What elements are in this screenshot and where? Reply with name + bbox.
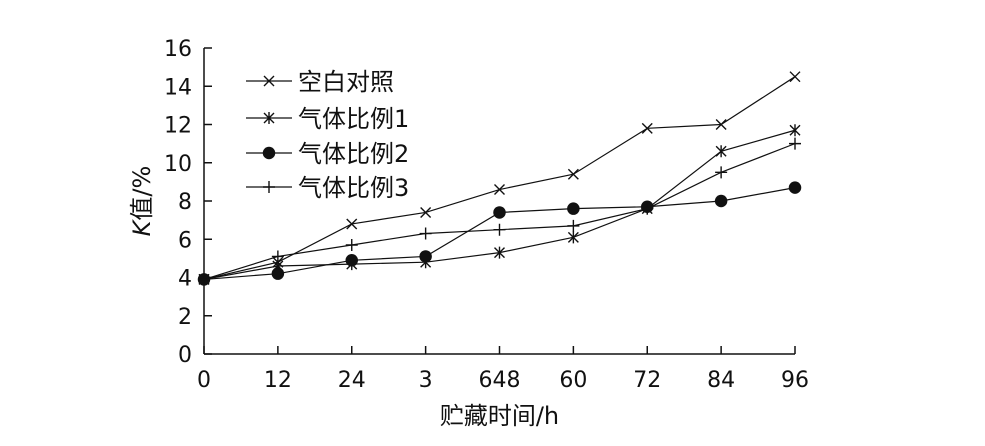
legend-item-3: 气体比例2 bbox=[246, 140, 409, 168]
x-tick-label: 60 bbox=[559, 368, 587, 393]
series-3-point bbox=[788, 181, 802, 194]
x-tick-label: 72 bbox=[633, 368, 661, 393]
series-2-point bbox=[715, 145, 727, 158]
series-layer bbox=[197, 71, 802, 286]
series-3-point bbox=[714, 194, 728, 208]
series-4-point bbox=[567, 219, 580, 232]
legend-label: 空白对照 bbox=[298, 68, 394, 96]
x-tick-label: 3 bbox=[419, 368, 433, 393]
series-4-point bbox=[715, 166, 728, 179]
series-4 bbox=[198, 137, 801, 286]
series-3-point bbox=[567, 202, 580, 215]
legend-label: 气体比例2 bbox=[298, 140, 409, 168]
x-axis-title: 贮藏时间/h bbox=[440, 402, 559, 430]
x-tick-label: 84 bbox=[707, 368, 735, 393]
series-1-point bbox=[789, 71, 801, 83]
series-3-point bbox=[493, 206, 506, 219]
series-1-point bbox=[641, 122, 653, 134]
series-4-point bbox=[641, 202, 654, 215]
x-tick-label: 24 bbox=[338, 368, 366, 393]
series-2-point bbox=[789, 124, 801, 137]
x-tick-label: 0 bbox=[197, 368, 211, 393]
y-tick-label: 4 bbox=[178, 267, 192, 292]
y-tick-label: 8 bbox=[178, 190, 192, 215]
legend-label: 气体比例3 bbox=[298, 174, 409, 202]
series-4-point bbox=[271, 250, 284, 263]
series-1-point bbox=[420, 206, 432, 218]
x-tick-label: 12 bbox=[264, 368, 292, 393]
y-tick-label: 0 bbox=[178, 343, 192, 368]
y-tick-label: 16 bbox=[164, 37, 192, 62]
series-2-point bbox=[567, 231, 579, 244]
legend-item-2: 气体比例1 bbox=[246, 105, 409, 133]
series-1-point bbox=[494, 184, 505, 196]
series-4-point bbox=[789, 137, 801, 150]
series-3-point bbox=[419, 250, 432, 263]
y-axis-title-rest: 值/% bbox=[128, 166, 156, 221]
y-tick-label: 12 bbox=[164, 114, 192, 139]
legend-label: 气体比例1 bbox=[298, 105, 409, 133]
legend-marker bbox=[262, 146, 276, 160]
svg-text:K值/%: K值/% bbox=[128, 166, 156, 237]
y-axis-title: K值/% bbox=[128, 166, 156, 237]
y-tick-label: 14 bbox=[164, 75, 192, 100]
series-4-point bbox=[493, 223, 506, 236]
series-2-point bbox=[494, 246, 505, 259]
y-tick-label: 6 bbox=[178, 228, 192, 253]
x-tick-label: 96 bbox=[781, 368, 809, 393]
series-2 bbox=[198, 124, 801, 286]
legend-item-1: 空白对照 bbox=[246, 68, 394, 96]
y-axis-title-italic: K bbox=[128, 218, 156, 236]
legend-marker bbox=[263, 112, 275, 124]
series-4-point bbox=[198, 273, 210, 286]
series-1-point bbox=[715, 119, 727, 130]
series-1-point bbox=[346, 218, 358, 230]
x-tick-label: 648 bbox=[479, 368, 521, 393]
series-3-point bbox=[345, 254, 358, 267]
y-tick-label: 10 bbox=[164, 152, 192, 177]
series-4-point bbox=[419, 227, 432, 240]
legend-item-4: 气体比例3 bbox=[246, 174, 409, 202]
series-3-point bbox=[271, 267, 285, 280]
legend-marker bbox=[263, 181, 275, 193]
series-4-point bbox=[345, 238, 358, 251]
y-tick-label: 2 bbox=[178, 305, 192, 330]
legend-marker bbox=[263, 75, 275, 87]
series-1-point bbox=[567, 168, 579, 180]
